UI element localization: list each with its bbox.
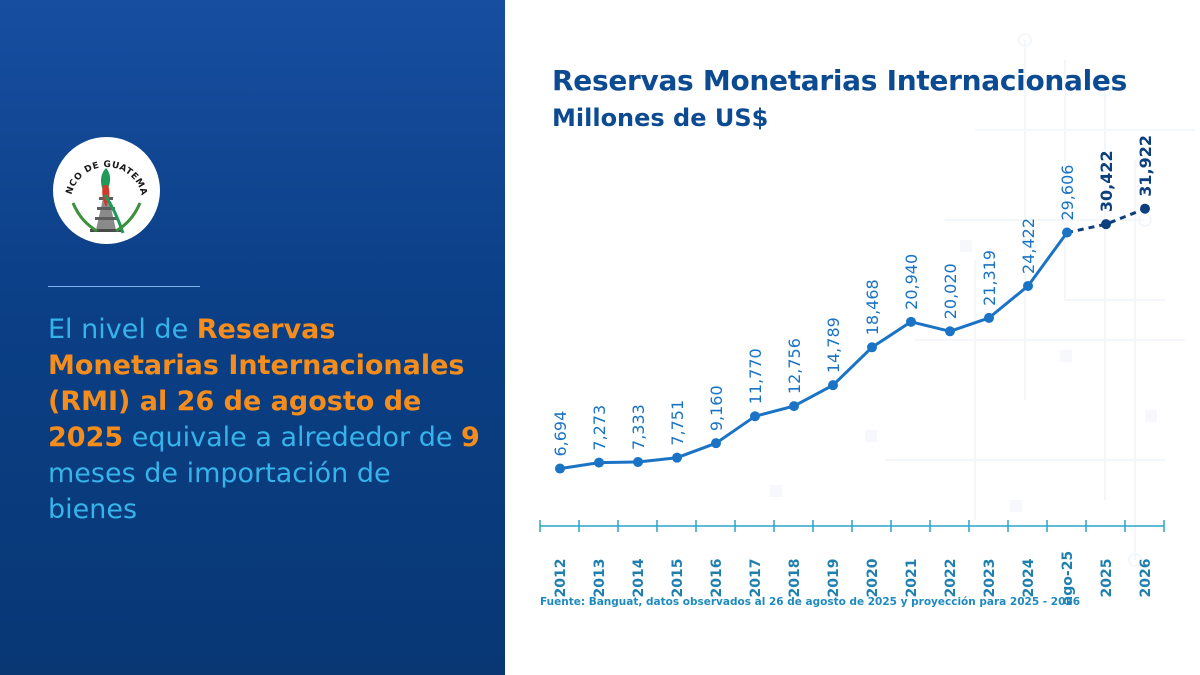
series-line-projected — [1066, 207, 1146, 235]
x-tick-label: ago-25 — [1060, 551, 1076, 605]
series-line-observed — [559, 231, 1069, 471]
headline-highlight-2: 9 — [461, 422, 480, 453]
data-point — [711, 438, 721, 449]
data-point — [1140, 203, 1150, 214]
headline-text-2: equivale a alrededor de — [123, 422, 462, 453]
x-tick-label: 2013 — [592, 559, 608, 598]
divider-line — [48, 286, 200, 287]
left-panel: BANCO DE GUATEMALA El nivel de Reservas … — [0, 0, 505, 675]
data-point — [1101, 219, 1111, 230]
data-point — [984, 312, 994, 323]
data-point — [672, 452, 682, 463]
data-point — [555, 463, 565, 474]
data-label: 6,694 — [551, 411, 570, 457]
data-label: 14,789 — [824, 317, 843, 373]
x-tick-label: 2021 — [904, 559, 920, 598]
headline-highlight-1: Reservas Monetarias Internacionales (RMI… — [48, 314, 465, 453]
x-tick-label: 2024 — [1021, 558, 1037, 597]
x-tick-label: 2022 — [943, 559, 959, 598]
x-tick-label: 2023 — [982, 559, 998, 598]
data-label: 29,606 — [1058, 165, 1077, 221]
x-tick-label: 2026 — [1138, 559, 1154, 598]
data-label: 21,319 — [980, 250, 999, 306]
chart-subtitle: Millones de US$ — [552, 104, 769, 132]
x-axis-tick-labels: 2012 2013 2014 2015 2016 2017 2018 2019 2020 2021… — [553, 551, 1154, 605]
data-label: 20,020 — [941, 263, 960, 319]
data-label: 7,273 — [590, 405, 609, 451]
data-label: 30,422 — [1097, 150, 1116, 212]
data-point — [1062, 227, 1072, 238]
data-label: 24,422 — [1019, 218, 1038, 274]
headline-text-1: El nivel de — [48, 314, 197, 345]
data-label: 20,940 — [902, 254, 921, 310]
source-note: Fuente: Banguat, datos observados al 26 … — [540, 596, 1081, 608]
svg-text:BANCO DE GUATEMALA: BANCO DE GUATEMALA — [53, 137, 149, 197]
data-point — [906, 316, 916, 327]
data-label: 11,770 — [746, 348, 765, 404]
headline-text-3: meses de importación de bienes — [48, 458, 391, 525]
data-point — [867, 342, 877, 353]
data-label: 7,751 — [668, 400, 687, 446]
headline: El nivel de Reservas Monetarias Internac… — [48, 312, 488, 528]
data-label: 18,468 — [863, 279, 882, 335]
data-point — [1023, 280, 1033, 291]
x-axis-ticks — [539, 520, 1165, 532]
x-tick-label: 2018 — [787, 559, 803, 598]
data-point — [633, 456, 643, 467]
data-points — [555, 203, 1150, 474]
data-label: 12,756 — [785, 338, 804, 394]
banco-de-guatemala-seal: BANCO DE GUATEMALA — [49, 130, 160, 244]
x-tick-label: 2019 — [826, 559, 842, 598]
data-labels: 6,694 7,273 7,333 7,751 9,160 11,770 12,756 14,… — [551, 135, 1155, 457]
data-label: 7,333 — [629, 404, 648, 450]
x-tick-label: 2014 — [631, 558, 647, 597]
data-label: 9,160 — [707, 385, 726, 431]
x-tick-label: 2015 — [670, 559, 686, 598]
seal-emblem-icon: BANCO DE GUATEMALA — [49, 130, 149, 234]
chart-title: Reservas Monetarias Internacionales — [552, 64, 1127, 97]
x-tick-label: 2020 — [865, 558, 881, 597]
data-point — [828, 380, 838, 391]
chart-area: 2012 2013 2014 2015 2016 2017 2018 2019 2020 2021… — [539, 33, 1195, 605]
x-tick-label: 2016 — [709, 559, 725, 598]
seal-text: BANCO DE GUATEMALA — [49, 130, 148, 197]
data-point — [594, 457, 604, 468]
data-point — [945, 326, 955, 337]
x-tick-label: 2017 — [748, 559, 764, 598]
x-tick-label: 2012 — [553, 559, 569, 598]
data-point — [750, 411, 760, 422]
data-point — [789, 401, 799, 412]
x-tick-label: 2025 — [1099, 559, 1115, 598]
data-label: 31,922 — [1136, 135, 1155, 197]
background-decoration — [770, 33, 1195, 567]
